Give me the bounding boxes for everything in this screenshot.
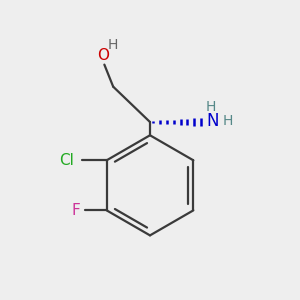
Text: F: F — [71, 203, 80, 218]
Text: H: H — [223, 114, 233, 128]
Text: O: O — [97, 48, 109, 63]
Text: Cl: Cl — [59, 153, 74, 168]
Text: H: H — [108, 38, 119, 52]
Text: N: N — [206, 112, 219, 130]
Text: H: H — [206, 100, 216, 114]
